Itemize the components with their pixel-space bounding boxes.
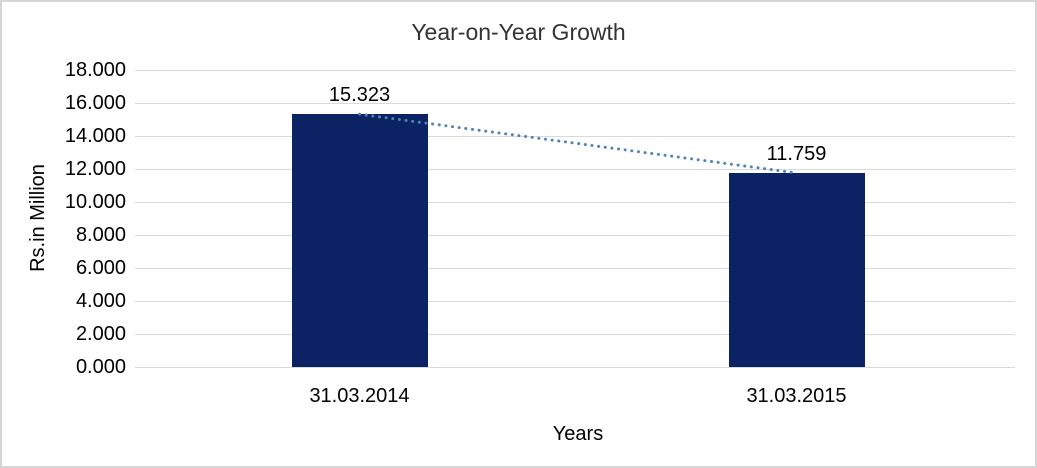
y-gridline	[135, 70, 1015, 71]
y-tick-label: 18.000	[64, 59, 126, 81]
bar	[291, 114, 428, 367]
y-tick-label: 16.000	[64, 92, 126, 114]
x-axis-title: Years	[552, 423, 604, 445]
y-axis-title: Rs.in Million	[27, 164, 49, 272]
y-gridline	[135, 136, 1015, 137]
y-tick-label: 8.000	[75, 224, 126, 246]
x-tick-label: 31.03.2014	[309, 385, 410, 407]
y-tick-label: 10.000	[64, 191, 126, 213]
data-label: 15.323	[328, 84, 391, 107]
bar	[728, 172, 865, 367]
y-gridline	[135, 235, 1015, 236]
y-tick-label: 6.000	[75, 257, 126, 279]
y-tick-label: 14.000	[64, 125, 126, 147]
x-tick-label: 31.03.2015	[746, 385, 847, 407]
y-gridline	[135, 301, 1015, 302]
y-tick-label: 0.000	[75, 356, 126, 378]
y-gridline	[135, 169, 1015, 170]
data-label: 11.759	[766, 142, 827, 165]
y-gridline	[135, 334, 1015, 335]
y-tick-label: 4.000	[75, 290, 126, 312]
y-gridline	[135, 268, 1015, 269]
y-gridline	[135, 103, 1015, 104]
chart-title: Year-on-Year Growth	[411, 19, 626, 45]
y-tick-label: 12.000	[64, 158, 126, 180]
y-tick-label: 2.000	[75, 323, 126, 345]
y-gridline	[135, 202, 1015, 203]
y-gridline	[135, 367, 1015, 368]
